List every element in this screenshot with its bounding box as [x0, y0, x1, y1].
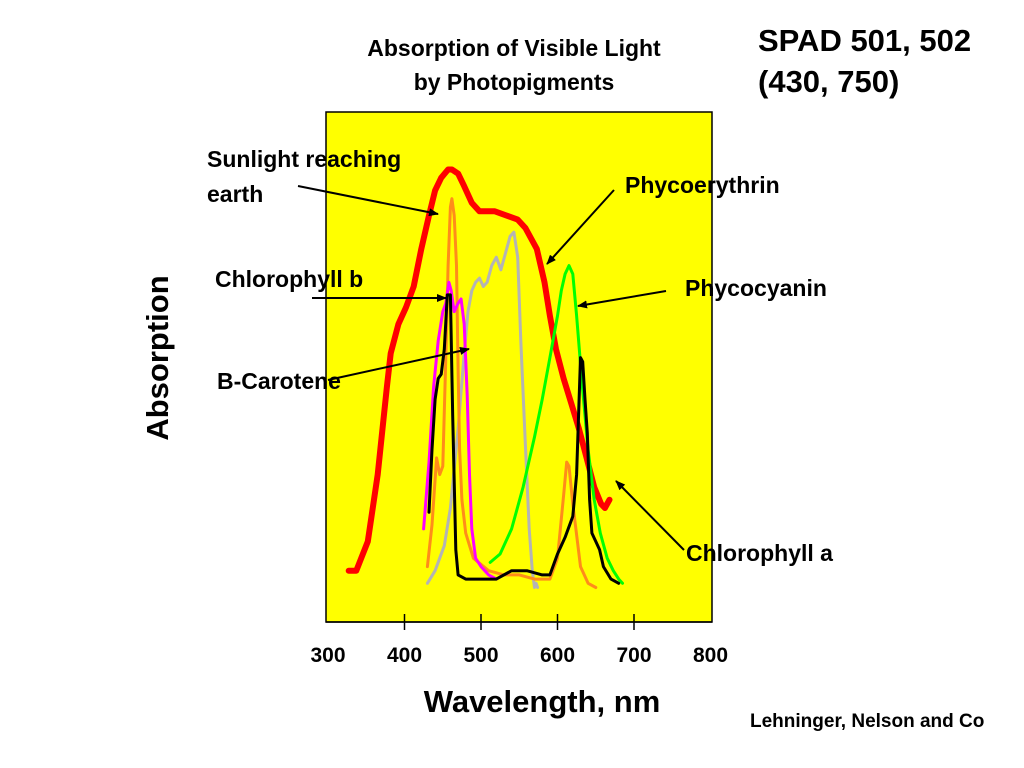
annotation-b-carotene-label: B-Carotene — [217, 368, 341, 394]
spad-note-line-1: SPAD 501, 502 — [758, 23, 971, 58]
annotation-sunlight-line-2: earth — [207, 181, 263, 207]
x-tick-label-700: 700 — [616, 644, 651, 667]
y-axis-label: Absorption — [140, 275, 175, 440]
annotation-chlorophyll-a-label: Chlorophyll a — [686, 540, 833, 566]
annotation-phycocyanin-arrow — [577, 290, 667, 309]
chart-title-line-2: by Photopigments — [414, 69, 615, 95]
x-tick-label-600: 600 — [540, 644, 575, 667]
annotation-sunlight-line-1: Sunlight reaching — [207, 146, 401, 172]
x-tick-label-500: 500 — [463, 644, 498, 667]
series-layer — [345, 166, 624, 589]
x-tick-label-800: 800 — [693, 644, 728, 667]
x-axis-ticks: 300 400 500 600 700 800 — [310, 614, 728, 667]
annotation-chlorophyll-b-label: Chlorophyll b — [215, 266, 363, 292]
annotation-phycoerythrin-arrow — [546, 189, 615, 265]
annotation-sunlight-arrow — [297, 185, 439, 217]
annotation-chlorophyll-a: Chlorophyll a — [615, 480, 833, 566]
series-b-carotene — [422, 280, 498, 581]
annotation-chlorophyll-a-arrow — [615, 480, 685, 551]
series-chlorophyll-b — [425, 197, 598, 589]
series-chlorophyll-a — [427, 293, 621, 585]
series-phycocyanin — [488, 264, 624, 585]
spad-note-line-2: (430, 750) — [758, 64, 899, 99]
annotation-chlorophyll-b: Chlorophyll b — [215, 266, 447, 302]
annotation-phycocyanin: Phycocyanin — [577, 275, 827, 309]
x-axis-label: Wavelength, nm — [424, 684, 661, 719]
annotation-sunlight: Sunlight reaching earth — [207, 146, 439, 217]
annotation-phycocyanin-label: Phycocyanin — [685, 275, 827, 301]
chart-title-line-1: Absorption of Visible Light — [367, 35, 661, 61]
annotation-b-carotene: B-Carotene — [217, 347, 470, 394]
x-tick-label-400: 400 — [387, 644, 422, 667]
annotation-b-carotene-arrow — [327, 347, 470, 381]
annotation-phycoerythrin-label: Phycoerythrin — [625, 172, 780, 198]
annotation-phycoerythrin: Phycoerythrin — [546, 172, 780, 265]
series-sunlight-reaching-earth — [345, 166, 613, 574]
credit-text: Lehninger, Nelson and Co — [750, 711, 984, 732]
x-tick-label-300: 300 — [310, 644, 345, 667]
